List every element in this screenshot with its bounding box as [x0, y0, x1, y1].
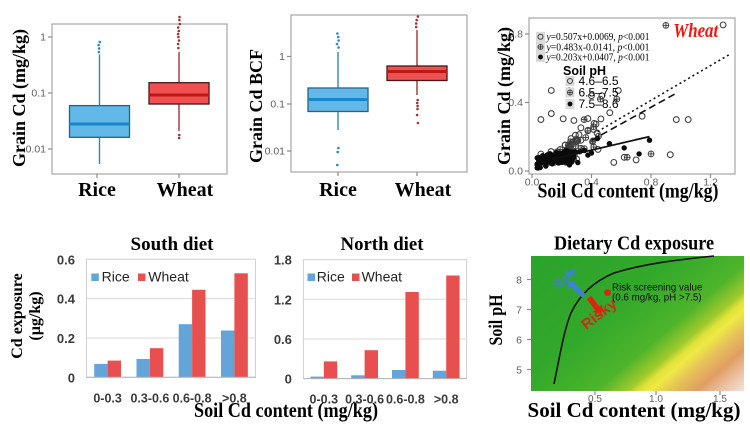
svg-text:0-0.3: 0-0.3: [310, 393, 339, 407]
svg-text:0.4: 0.4: [584, 177, 599, 189]
svg-text:Wheat: Wheat: [673, 21, 718, 42]
svg-text:0.3-0.6: 0.3-0.6: [130, 391, 169, 405]
svg-text:(µg/kg): (µg/kg): [27, 291, 44, 340]
svg-text:1: 1: [279, 51, 285, 63]
svg-text:7: 7: [516, 304, 522, 316]
svg-text:6.5–7.5: 6.5–7.5: [579, 86, 619, 100]
svg-text:0.1: 0.1: [31, 88, 46, 100]
svg-text:0.8: 0.8: [508, 29, 523, 41]
svg-text:>0.8: >0.8: [434, 393, 459, 407]
svg-text:0.6-0.8: 0.6-0.8: [386, 393, 425, 407]
svg-text:0.2: 0.2: [57, 331, 75, 346]
svg-text:5: 5: [516, 364, 522, 376]
svg-text:Rice: Rice: [317, 269, 345, 285]
svg-text:1.0: 1.0: [649, 394, 663, 405]
svg-text:0.4: 0.4: [57, 292, 76, 307]
svg-text:1.5: 1.5: [713, 394, 727, 405]
svg-text:North diet: North diet: [341, 234, 425, 255]
svg-text:0.6: 0.6: [274, 332, 292, 347]
svg-text:0.1: 0.1: [270, 99, 285, 111]
svg-text:0: 0: [285, 372, 292, 387]
svg-text:>0.8: >0.8: [222, 391, 247, 405]
svg-text:Grain Cd BCF: Grain Cd BCF: [246, 49, 266, 163]
svg-text:0.5: 0.5: [588, 394, 602, 405]
svg-text:8: 8: [516, 274, 522, 286]
svg-text:Soil pH: Soil pH: [563, 64, 606, 78]
svg-text:Soil pH: Soil pH: [486, 294, 507, 345]
svg-text:0.6: 0.6: [57, 252, 75, 267]
svg-text:0.8: 0.8: [644, 177, 659, 189]
svg-text:0.0: 0.0: [525, 177, 540, 189]
svg-text:1.8: 1.8: [274, 253, 292, 268]
svg-text:0-0.3: 0-0.3: [93, 391, 122, 405]
svg-text:Wheat: Wheat: [148, 269, 189, 285]
svg-text:0.01: 0.01: [26, 144, 47, 156]
svg-text:(0.6 mg/kg, pH >7.5): (0.6 mg/kg, pH >7.5): [612, 293, 702, 304]
svg-text:1.2: 1.2: [274, 292, 292, 307]
svg-text:0.0: 0.0: [508, 166, 523, 178]
svg-text:1.2: 1.2: [703, 177, 718, 189]
svg-text:Risk screening value: Risk screening value: [612, 283, 703, 294]
svg-text:0.01: 0.01: [265, 146, 286, 158]
svg-text:0.4: 0.4: [508, 97, 523, 109]
svg-text:0.6-0.8: 0.6-0.8: [173, 391, 212, 405]
svg-text:Wheat: Wheat: [362, 269, 403, 285]
svg-text:Soil Cd content (mg/kg): Soil Cd content (mg/kg): [528, 398, 741, 422]
svg-text:Rice: Rice: [319, 179, 357, 201]
svg-text:Soil Cd content (mg/kg): Soil Cd content (mg/kg): [538, 179, 719, 203]
svg-text:6: 6: [516, 334, 522, 346]
svg-text:0: 0: [68, 370, 75, 385]
svg-text:Soil Cd content (mg/kg): Soil Cd content (mg/kg): [194, 398, 378, 422]
svg-text:0.3-0.6: 0.3-0.6: [345, 393, 384, 407]
svg-text:y=0.483x-0.0141, p<0.001: y=0.483x-0.0141, p<0.001: [546, 42, 650, 53]
svg-text:Grain Cd (mg/kg): Grain Cd (mg/kg): [494, 27, 515, 165]
svg-text:Wheat: Wheat: [395, 179, 452, 201]
svg-text:South diet: South diet: [131, 234, 215, 255]
svg-text:Dietary Cd exposure: Dietary Cd exposure: [554, 234, 714, 255]
svg-text:Cd exposure: Cd exposure: [9, 273, 26, 359]
svg-text:1: 1: [40, 32, 46, 44]
svg-text:4.6–6.5: 4.6–6.5: [579, 74, 619, 88]
svg-text:Grain Cd (mg/kg): Grain Cd (mg/kg): [9, 29, 30, 167]
svg-text:y=0.507x+0.0069, p<0.001: y=0.507x+0.0069, p<0.001: [546, 32, 650, 43]
svg-text:Rice: Rice: [78, 179, 116, 201]
svg-text:y=0.203x+0.0407, p<0.001: y=0.203x+0.0407, p<0.001: [546, 52, 650, 63]
svg-text:Wheat: Wheat: [157, 179, 214, 201]
svg-text:Rice: Rice: [102, 269, 130, 285]
svg-text:7.5–8.6: 7.5–8.6: [579, 97, 619, 111]
